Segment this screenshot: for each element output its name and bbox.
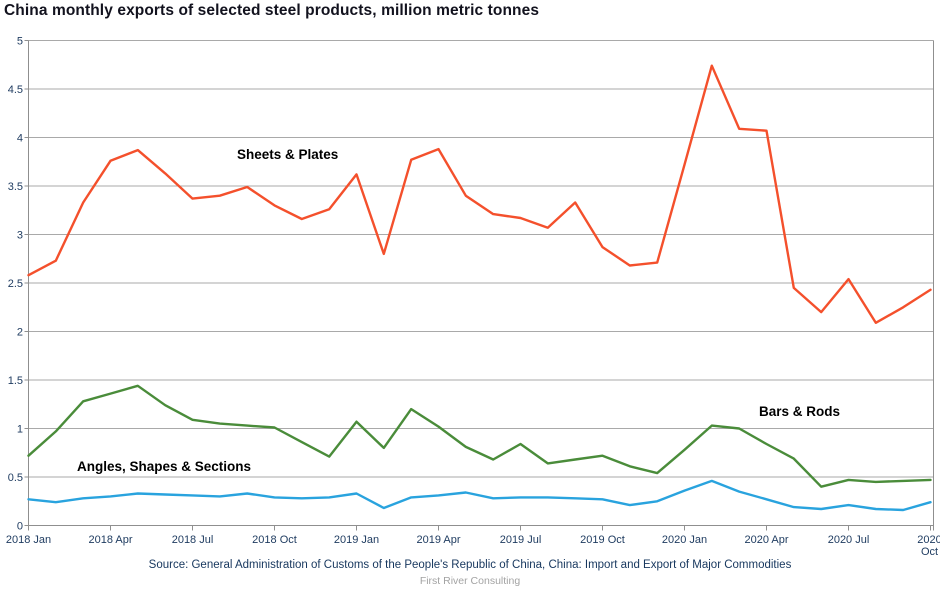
svg-text:0: 0: [17, 521, 23, 533]
svg-text:2018 Jul: 2018 Jul: [172, 534, 214, 546]
series-label-sheets-plates: Sheets & Plates: [237, 147, 339, 162]
svg-text:2018 Jan: 2018 Jan: [6, 534, 51, 546]
svg-text:2018 Apr: 2018 Apr: [88, 534, 132, 546]
svg-text:2020 Apr: 2020 Apr: [744, 534, 788, 546]
series-line-angles-shapes-sections: [27, 479, 932, 512]
svg-text:1: 1: [17, 424, 23, 436]
svg-text:2: 2: [17, 327, 23, 339]
svg-text:1.5: 1.5: [8, 375, 23, 387]
svg-text:2020 Jul: 2020 Jul: [828, 534, 870, 546]
page-title: China monthly exports of selected steel …: [4, 2, 540, 19]
svg-text:3: 3: [17, 230, 23, 242]
series-line-sheets-plates: [27, 64, 932, 324]
svg-text:2019 Oct: 2019 Oct: [580, 534, 625, 546]
x-axis-labels: 2018 Jan 2018 Apr 2018 Jul 2018 Oct 2019 Jan…: [6, 525, 940, 558]
source-note: Source: General Administration of Custom…: [148, 559, 792, 571]
svg-text:2018 Oct: 2018 Oct: [252, 534, 297, 546]
svg-text:2020 Jan: 2020 Jan: [662, 534, 707, 546]
svg-text:2019 Apr: 2019 Apr: [416, 534, 460, 546]
svg-text:2019 Jan: 2019 Jan: [334, 534, 379, 546]
svg-text:5: 5: [17, 36, 23, 48]
credit-note: First River Consulting: [419, 575, 521, 587]
gridlines: [28, 40, 934, 478]
axes: [24, 40, 934, 531]
series-line-bars-rods: [27, 384, 932, 488]
y-axis-labels: 0 0.5 1 1.5 2 2.5 3 3.5 4 4.5 5: [8, 36, 29, 533]
series-label-angles-shapes-sections: Angles, Shapes & Sections: [77, 459, 252, 474]
series-label-bars-rods: Bars & Rods: [759, 404, 841, 419]
svg-text:4: 4: [17, 133, 23, 145]
svg-text:4.5: 4.5: [8, 84, 23, 96]
svg-text:2.5: 2.5: [8, 278, 23, 290]
svg-text:3.5: 3.5: [8, 181, 23, 193]
svg-text:2019 Jul: 2019 Jul: [500, 534, 542, 546]
svg-text:0.5: 0.5: [8, 472, 23, 484]
